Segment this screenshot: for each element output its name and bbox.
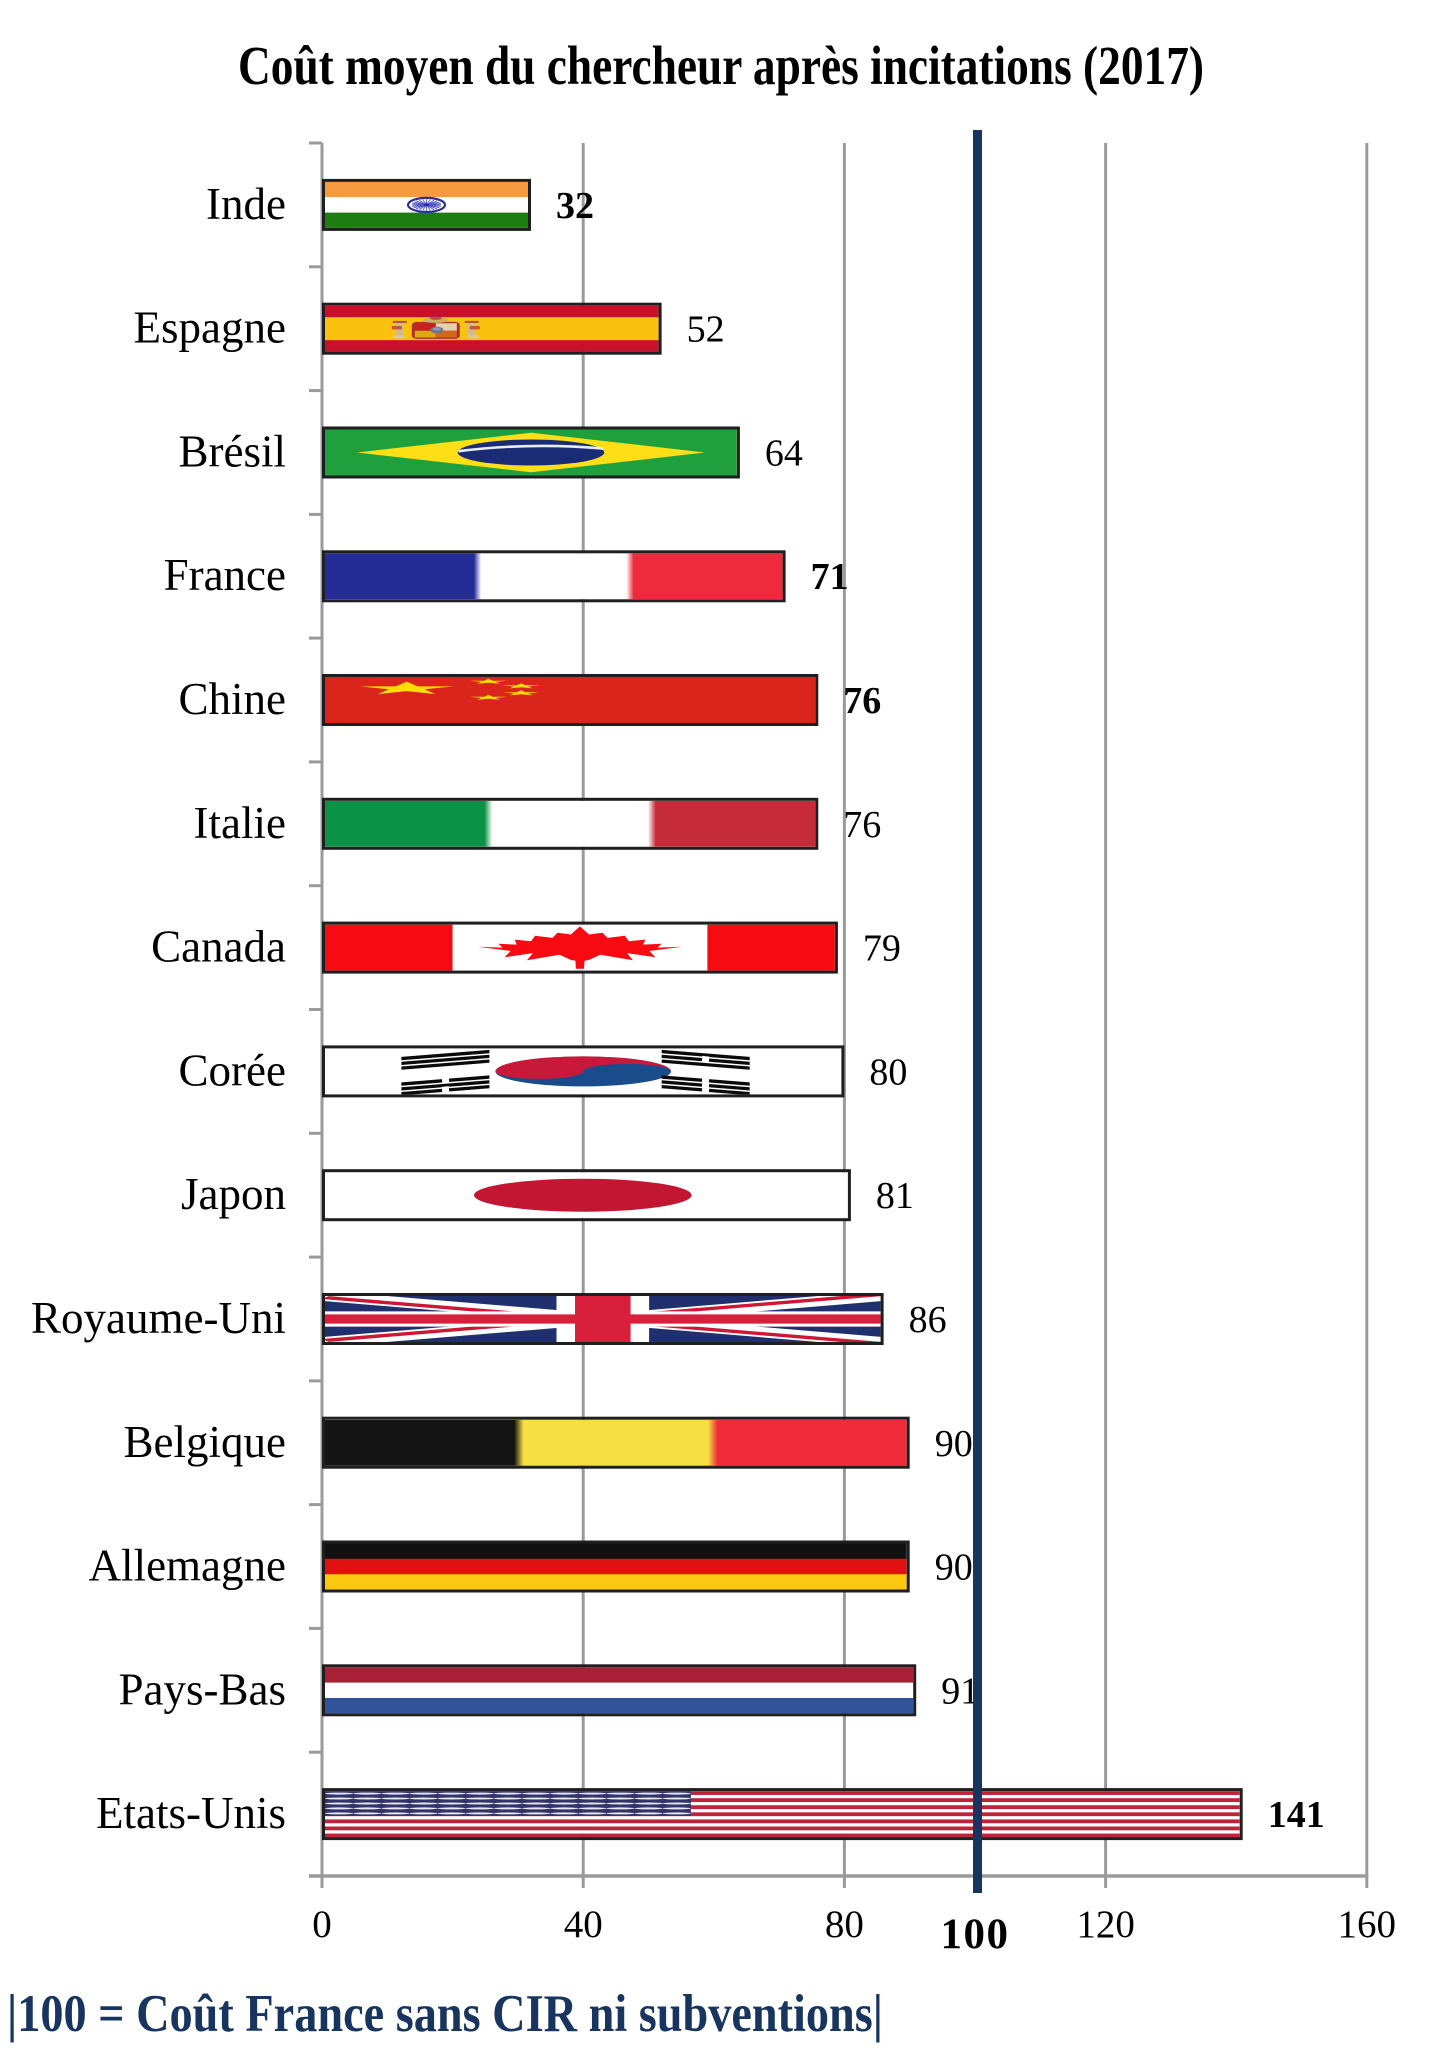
svg-text:Allemagne: Allemagne: [89, 1541, 286, 1591]
svg-text:76: 76: [843, 804, 881, 846]
svg-text:Inde: Inde: [206, 179, 286, 229]
svg-text:52: 52: [687, 309, 725, 351]
svg-text:Belgique: Belgique: [124, 1417, 286, 1467]
svg-text:Japon: Japon: [181, 1169, 286, 1219]
svg-text:Pays-Bas: Pays-Bas: [119, 1664, 287, 1714]
svg-text:32: 32: [556, 185, 594, 227]
svg-text:81: 81: [876, 1175, 914, 1217]
svg-text:Chine: Chine: [179, 674, 287, 724]
svg-text:|100 = Coût France sans CIR ni: |100 = Coût France sans CIR ni subventio…: [7, 1985, 883, 2043]
svg-text:80: 80: [869, 1051, 907, 1093]
svg-text:76: 76: [843, 680, 881, 722]
svg-text:120: 120: [1076, 1903, 1135, 1946]
svg-text:64: 64: [765, 433, 803, 475]
svg-text:86: 86: [909, 1299, 947, 1341]
svg-text:Coût moyen du chercheur après: Coût moyen du chercheur après incitation…: [238, 35, 1204, 96]
svg-text:Espagne: Espagne: [134, 303, 286, 353]
svg-text:Brésil: Brésil: [179, 427, 287, 477]
svg-text:Italie: Italie: [194, 798, 286, 848]
svg-text:France: France: [164, 550, 286, 600]
svg-text:40: 40: [564, 1903, 603, 1946]
svg-text:90: 90: [935, 1423, 973, 1465]
svg-text:80: 80: [825, 1903, 864, 1946]
svg-text:91: 91: [941, 1670, 979, 1712]
svg-text:Etats-Unis: Etats-Unis: [96, 1788, 286, 1838]
svg-text:Corée: Corée: [179, 1045, 286, 1095]
svg-text:160: 160: [1338, 1903, 1397, 1946]
svg-text:79: 79: [863, 928, 901, 970]
svg-text:Canada: Canada: [151, 922, 286, 972]
svg-text:71: 71: [811, 556, 849, 598]
svg-text:100: 100: [941, 1911, 1010, 1958]
svg-text:Royaume-Uni: Royaume-Uni: [31, 1293, 286, 1343]
svg-text:0: 0: [312, 1903, 332, 1946]
svg-text:141: 141: [1268, 1794, 1325, 1836]
svg-text:90: 90: [935, 1547, 973, 1589]
